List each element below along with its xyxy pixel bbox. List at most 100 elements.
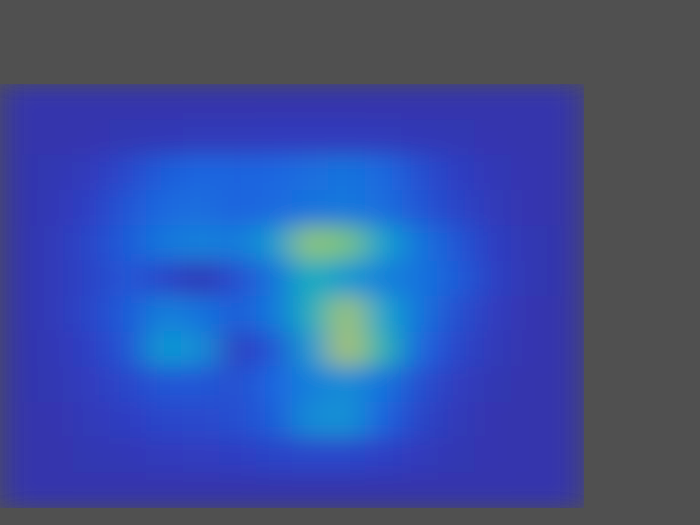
heatmap-cell	[475, 225, 512, 261]
heatmap-cell	[183, 296, 220, 332]
heatmap-cell	[365, 84, 402, 120]
heatmap-cell	[219, 367, 256, 403]
heatmap-cell	[37, 119, 74, 155]
heatmap-cell	[292, 473, 329, 508]
heatmap-cell	[146, 367, 183, 403]
heatmap-cell	[438, 296, 475, 332]
heatmap-cell	[402, 473, 439, 508]
heatmap-cell	[402, 261, 439, 297]
heatmap-cell	[183, 155, 220, 191]
heatmap-cell	[0, 225, 37, 261]
heatmap-cell	[292, 190, 329, 226]
heatmap-cell	[110, 261, 147, 297]
heatmap-cell	[329, 473, 366, 508]
heatmap-cell	[110, 155, 147, 191]
heatmap-cell	[256, 84, 293, 120]
heatmap-cell	[365, 473, 402, 508]
heatmap-cell	[146, 225, 183, 261]
heatmap-cell	[146, 402, 183, 438]
heatmap-cell	[365, 331, 402, 367]
plot-area	[0, 84, 585, 509]
heatmap-cell	[548, 402, 585, 438]
heatmap-cell	[475, 119, 512, 155]
heatmap-cell	[438, 473, 475, 508]
heatmap-cell	[292, 367, 329, 403]
heatmap-cell	[73, 225, 110, 261]
heatmap-cell	[475, 367, 512, 403]
heatmap-cell	[438, 84, 475, 120]
heatmap-cell	[292, 84, 329, 120]
heatmap-cell	[548, 119, 585, 155]
heatmap-cell	[0, 331, 37, 367]
heatmap-cell	[219, 437, 256, 473]
heatmap-cell	[73, 190, 110, 226]
heatmap-cell	[402, 225, 439, 261]
heatmap-cell	[475, 296, 512, 332]
heatmap-cell	[329, 155, 366, 191]
heatmap-cell	[219, 225, 256, 261]
heatmap-cell	[0, 190, 37, 226]
heatmap-cell	[183, 367, 220, 403]
heatmap-cell	[146, 296, 183, 332]
heatmap-cell	[73, 261, 110, 297]
heatmap-cell	[475, 331, 512, 367]
heatmap-cell	[0, 261, 37, 297]
heatmap-cell	[183, 225, 220, 261]
heatmap-cell	[256, 437, 293, 473]
chart	[0, 0, 700, 525]
heatmap-cell	[110, 402, 147, 438]
heatmap-cell	[548, 155, 585, 191]
heatmap-cell	[110, 119, 147, 155]
background	[0, 0, 700, 525]
heatmap-cell	[329, 119, 366, 155]
heatmap-cell	[0, 119, 37, 155]
heatmap-cell	[183, 402, 220, 438]
heatmap-cell	[548, 225, 585, 261]
heatmap-cell	[110, 367, 147, 403]
heatmap-cell	[256, 367, 293, 403]
heatmap-cell	[110, 296, 147, 332]
heatmap-cell	[402, 190, 439, 226]
heatmap-cell	[0, 437, 37, 473]
heatmap-cell	[511, 296, 548, 332]
heatmap-cell	[292, 225, 329, 261]
heatmap-cell	[110, 190, 147, 226]
heatmap-cell	[219, 84, 256, 120]
heatmap-cell	[256, 296, 293, 332]
heatmap-cell	[475, 155, 512, 191]
heatmap-cell	[256, 402, 293, 438]
heatmap-cell	[110, 84, 147, 120]
heatmap-cell	[548, 437, 585, 473]
heatmap-cell	[73, 119, 110, 155]
heatmap-cell	[511, 225, 548, 261]
heatmap-cell	[548, 296, 585, 332]
heatmap-cell	[183, 331, 220, 367]
heatmap-cell	[37, 437, 74, 473]
heatmap-cell	[402, 402, 439, 438]
heatmap-cell	[365, 402, 402, 438]
heatmap-cell	[37, 84, 74, 120]
heatmap-cell	[73, 473, 110, 508]
heatmap-cell	[146, 473, 183, 508]
heatmap-cell	[37, 367, 74, 403]
heatmap-cell	[548, 190, 585, 226]
heatmap-cell	[329, 367, 366, 403]
heatmap-clip	[0, 84, 584, 508]
heatmap-cell	[146, 190, 183, 226]
heatmap-cell	[292, 437, 329, 473]
heatmap-cell	[219, 261, 256, 297]
heatmap-cell	[73, 155, 110, 191]
heatmap-cell	[438, 155, 475, 191]
heatmap-cell	[37, 331, 74, 367]
heatmap-cell	[0, 367, 37, 403]
heatmap-cell	[37, 296, 74, 332]
heatmap-cell	[475, 84, 512, 120]
heatmap-cell	[0, 402, 37, 438]
heatmap-cell	[329, 261, 366, 297]
heatmap-cell	[329, 84, 366, 120]
heatmap-cell	[73, 84, 110, 120]
heatmap-cell	[329, 190, 366, 226]
heatmap-cell	[475, 437, 512, 473]
heatmap-cell	[365, 261, 402, 297]
heatmap-cell	[146, 437, 183, 473]
